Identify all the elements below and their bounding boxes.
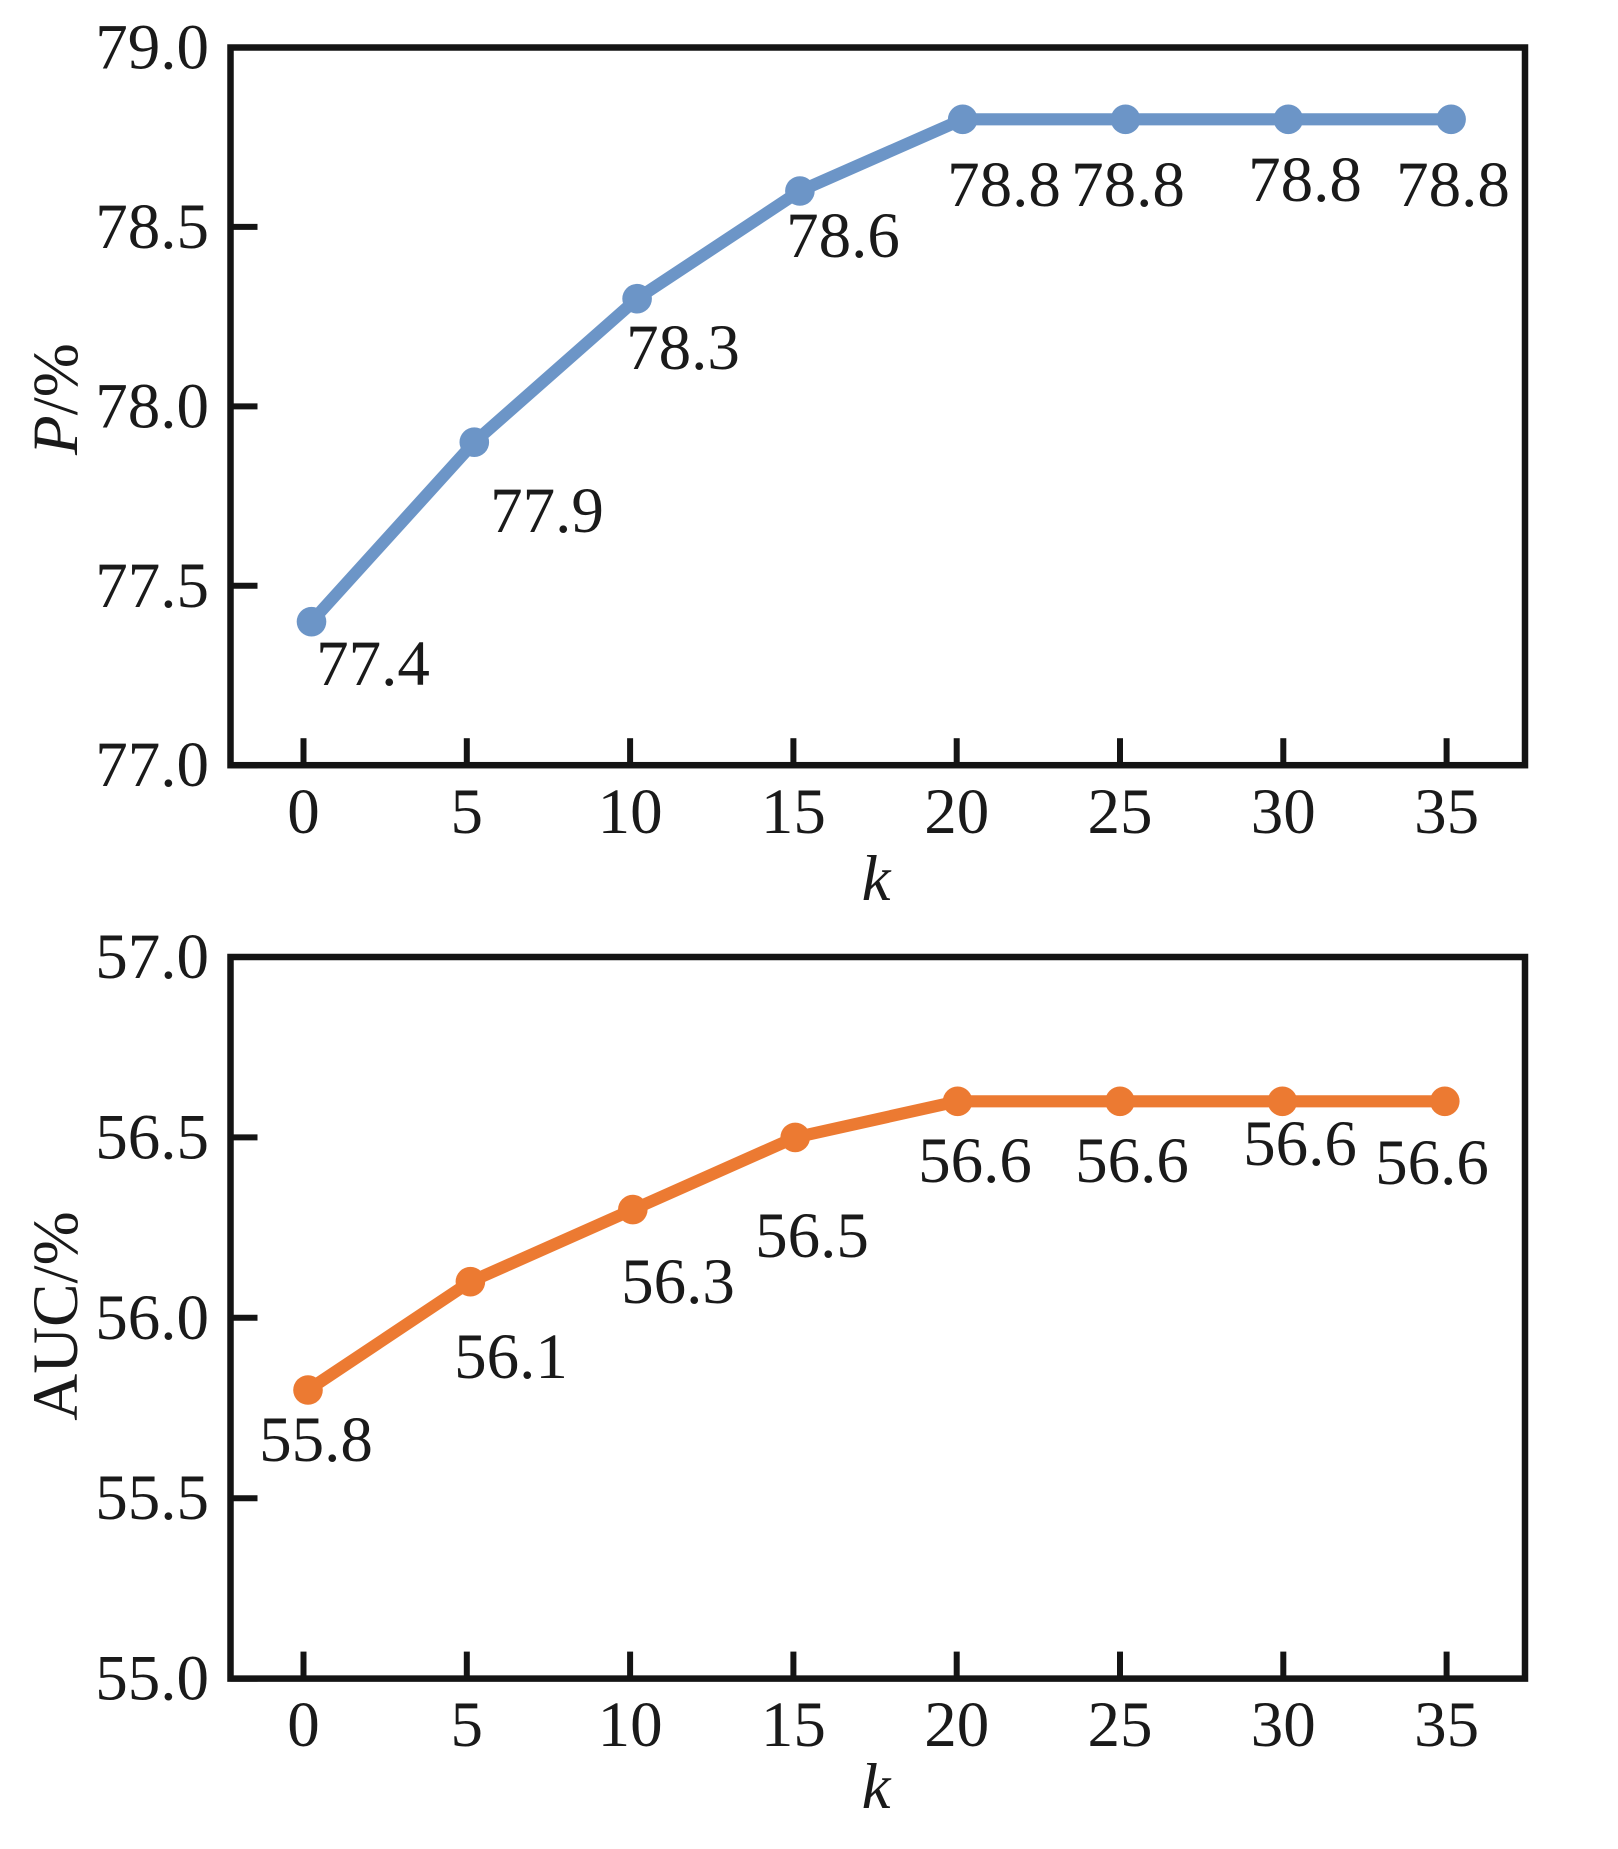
svg-text:78.8: 78.8 — [1071, 149, 1185, 221]
svg-text:30: 30 — [1251, 1689, 1316, 1761]
svg-text:78.8: 78.8 — [1396, 149, 1510, 221]
svg-text:20: 20 — [924, 776, 989, 848]
svg-text:77.0: 77.0 — [95, 729, 209, 801]
svg-text:10: 10 — [598, 776, 663, 848]
svg-text:k: k — [862, 1751, 892, 1823]
svg-text:5: 5 — [451, 776, 484, 848]
svg-text:57.0: 57.0 — [95, 921, 209, 993]
svg-text:35: 35 — [1414, 776, 1479, 848]
svg-text:AUC/%: AUC/% — [20, 1211, 92, 1420]
svg-text:5: 5 — [451, 1689, 484, 1761]
svg-text:56.6: 56.6 — [1075, 1125, 1189, 1197]
svg-text:56.3: 56.3 — [621, 1246, 735, 1318]
svg-text:k: k — [862, 843, 892, 915]
svg-text:55.8: 55.8 — [259, 1404, 373, 1476]
svg-text:56.1: 56.1 — [454, 1321, 568, 1393]
svg-text:10: 10 — [598, 1689, 663, 1761]
svg-text:77.4: 77.4 — [316, 628, 430, 700]
svg-text:55.0: 55.0 — [95, 1643, 209, 1715]
svg-text:15: 15 — [761, 1689, 826, 1761]
svg-text:77.5: 77.5 — [95, 550, 209, 622]
svg-text:78.8: 78.8 — [947, 149, 1061, 221]
svg-text:35: 35 — [1414, 1689, 1479, 1761]
svg-text:P/%: P/% — [20, 343, 92, 456]
svg-text:78.3: 78.3 — [626, 312, 740, 384]
svg-text:78.6: 78.6 — [786, 200, 900, 272]
svg-text:56.5: 56.5 — [95, 1101, 209, 1173]
svg-text:56.6: 56.6 — [918, 1125, 1032, 1197]
svg-text:15: 15 — [761, 776, 826, 848]
svg-text:0: 0 — [287, 776, 320, 848]
svg-text:30: 30 — [1251, 776, 1316, 848]
svg-text:78.0: 78.0 — [95, 370, 209, 442]
svg-text:56.6: 56.6 — [1375, 1127, 1489, 1199]
svg-text:20: 20 — [924, 1689, 989, 1761]
svg-text:79.0: 79.0 — [95, 12, 209, 84]
svg-text:78.5: 78.5 — [95, 191, 209, 263]
svg-text:78.8: 78.8 — [1248, 144, 1362, 216]
svg-text:0: 0 — [287, 1689, 320, 1761]
svg-text:56.5: 56.5 — [755, 1200, 869, 1272]
svg-text:56.6: 56.6 — [1243, 1108, 1357, 1180]
svg-text:56.0: 56.0 — [95, 1282, 209, 1354]
svg-text:55.5: 55.5 — [95, 1462, 209, 1534]
svg-text:25: 25 — [1088, 1689, 1153, 1761]
svg-text:25: 25 — [1088, 776, 1153, 848]
svg-text:77.9: 77.9 — [490, 475, 604, 547]
